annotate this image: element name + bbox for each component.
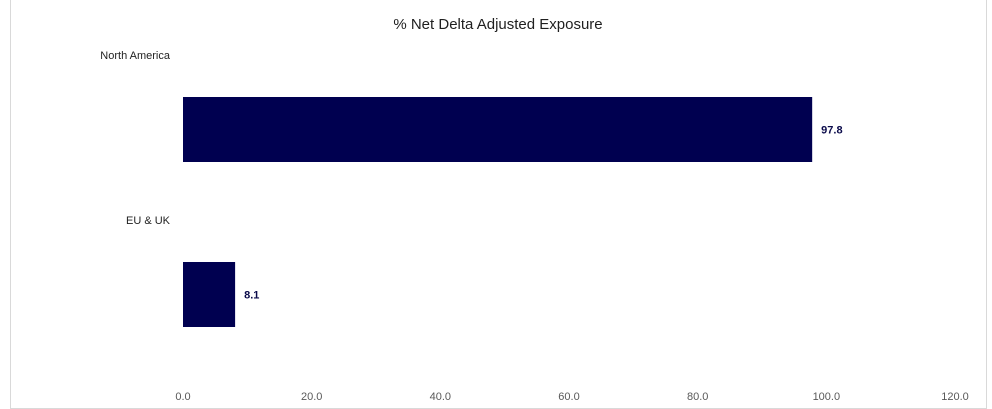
data-label: 97.8 [821, 125, 842, 137]
x-tick-label: 80.0 [687, 391, 708, 403]
data-labels: 97.8 8.1 [244, 125, 842, 302]
category-label: North America [100, 50, 171, 62]
bar [183, 97, 813, 162]
data-label: 8.1 [244, 290, 259, 302]
x-tick-label: 40.0 [430, 391, 451, 403]
x-tick-label: 100.0 [813, 391, 841, 403]
chart-frame [10, 0, 987, 409]
bar [183, 262, 236, 327]
x-tick-label: 120.0 [941, 391, 969, 403]
category-labels: North America EU & UK [100, 50, 171, 227]
x-tick-label: 60.0 [558, 391, 579, 403]
bars [183, 97, 813, 327]
chart-title: % Net Delta Adjusted Exposure [393, 16, 602, 33]
x-tick-label: 0.0 [175, 391, 190, 403]
x-tick-label: 20.0 [301, 391, 322, 403]
x-axis-tick-labels: 0.0 20.0 40.0 60.0 80.0 100.0 120.0 [175, 391, 968, 403]
category-label: EU & UK [126, 215, 171, 227]
